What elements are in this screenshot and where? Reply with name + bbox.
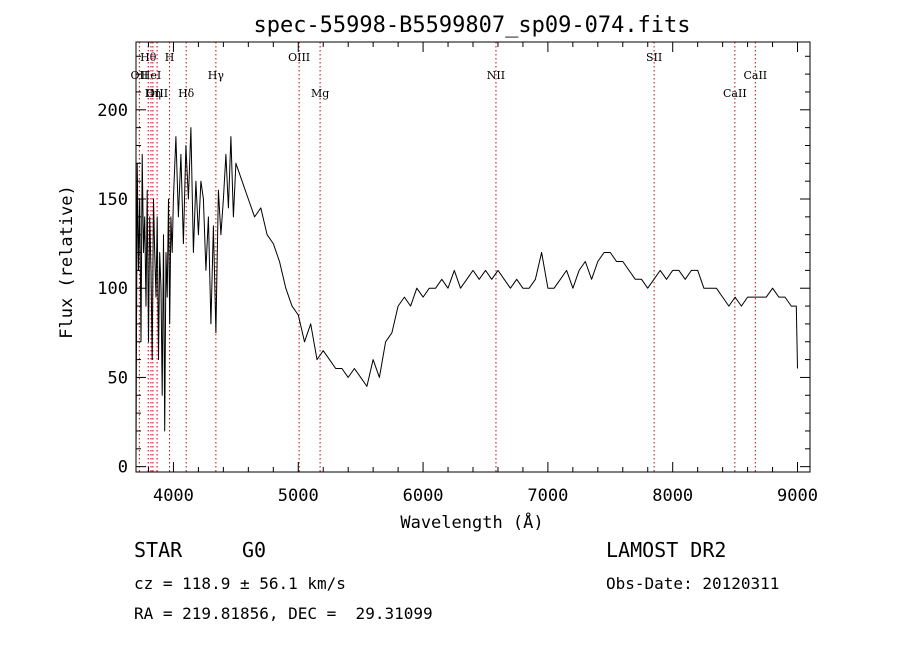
spectral-line-label: OIII: [288, 51, 310, 64]
chart-title: spec-55998-B5599807_sp09-074.fits: [253, 13, 690, 38]
x-axis-label: Wavelength (Å): [400, 511, 543, 533]
spectral-line-label: OIII: [146, 87, 168, 100]
spectral-line-label: Mg: [311, 87, 329, 100]
spectral-line-label: CaII: [743, 69, 767, 82]
y-axis: 0 50 100 150 200: [97, 55, 810, 478]
survey-name: LAMOST DR2: [606, 538, 727, 562]
x-tick-label: 4000: [153, 486, 194, 506]
coordinates-line: RA = 219.81856, DEC = 29.31099: [134, 604, 433, 623]
y-tick-label: 0: [118, 458, 128, 478]
spectral-line-label: Hη: [145, 87, 161, 100]
spectral-line-label: SII: [646, 51, 662, 64]
y-tick-label: 100: [97, 279, 128, 299]
object-class: STAR: [134, 538, 183, 562]
plot-frame: [135, 41, 811, 473]
x-tick-label: 9000: [777, 486, 818, 506]
object-subclass: G0: [242, 538, 267, 562]
spectral-line-label: HeI: [141, 69, 161, 82]
y-axis-label: Flux (relative): [57, 185, 77, 339]
spectral-line-label: Hγ: [208, 69, 225, 82]
x-tick-label: 8000: [652, 486, 693, 506]
y-tick-label: 200: [97, 101, 128, 121]
spectral-line-label: Hδ: [178, 87, 195, 100]
x-tick-label: 5000: [278, 486, 319, 506]
redshift-line: cz = 118.9 ± 56.1 km/s: [134, 574, 346, 593]
x-tick-label: 7000: [527, 486, 568, 506]
x-tick-label: 6000: [403, 486, 444, 506]
spectral-line-label: CaII: [723, 87, 747, 100]
spectral-line-label: OII: [131, 69, 149, 82]
y-tick-label: 50: [108, 368, 128, 388]
spectrum-series-line: [135, 127, 798, 458]
spectral-line-markers: [138, 42, 756, 472]
spectral-line-label: H: [165, 51, 175, 64]
y-tick-label: 150: [97, 190, 128, 210]
x-axis: 4000 5000 6000 7000 8000 9000: [147, 42, 818, 506]
spectral-line-label: Hθ: [140, 51, 157, 64]
spectral-line-label: NII: [487, 69, 505, 82]
observation-date: Obs-Date: 20120311: [606, 574, 780, 593]
